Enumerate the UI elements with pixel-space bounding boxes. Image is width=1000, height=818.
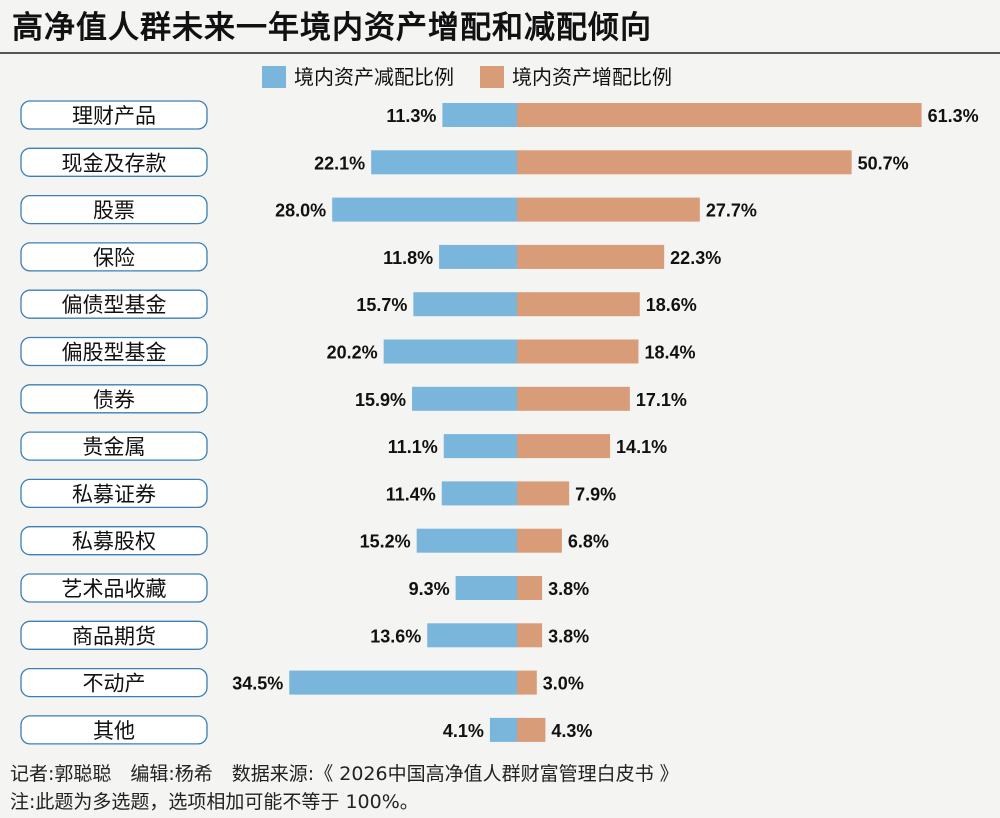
- category-label-box: [20, 194, 208, 225]
- category-label: 保险: [93, 246, 135, 270]
- category-label-box: [20, 289, 208, 319]
- bar-increase: [517, 150, 852, 175]
- category-label-box: [20, 667, 208, 698]
- bar-increase-label: 27.7%: [706, 201, 757, 221]
- bar-increase-label: 3.0%: [543, 674, 584, 694]
- bar-increase-label: 4.3%: [551, 721, 592, 741]
- bar-decrease-label: 13.6%: [370, 626, 421, 646]
- category-label: 不动产: [83, 672, 146, 696]
- bar-increase-label: 6.8%: [568, 532, 609, 552]
- bar-increase-label: 22.3%: [670, 248, 721, 268]
- bar-increase-label: 18.6%: [646, 295, 697, 315]
- chart-title: 高净值人群未来一年境内资产增配和减配倾向: [12, 10, 652, 46]
- category-label: 债券: [93, 388, 135, 412]
- bar-increase: [517, 528, 562, 553]
- category-label: 偏债型基金: [62, 293, 167, 317]
- bar-increase: [517, 576, 543, 600]
- legend-item-increase: 境内资产增配比例: [480, 64, 672, 90]
- bar-increase-label: 7.9%: [575, 484, 616, 504]
- bar-decrease-label: 34.5%: [232, 674, 283, 694]
- category-label: 其他: [93, 719, 135, 743]
- category-label-box: [20, 384, 208, 414]
- bar-increase-label: 3.8%: [548, 579, 589, 599]
- category-label-box: [20, 242, 208, 272]
- bar-decrease: [443, 434, 517, 459]
- bar-decrease-label: 11.4%: [386, 484, 436, 504]
- bar-decrease: [413, 292, 517, 317]
- bar-increase: [517, 339, 639, 364]
- category-label: 现金及存款: [62, 151, 167, 175]
- category-label-box: [20, 715, 208, 745]
- category-label: 商品期货: [72, 624, 156, 648]
- bar-decrease: [439, 244, 517, 269]
- bar-decrease: [442, 103, 517, 127]
- bar-increase-label: 14.1%: [616, 437, 667, 457]
- legend-item-decrease: 境内资产减配比例: [262, 64, 454, 90]
- category-label: 私募股权: [72, 530, 156, 554]
- bar-decrease-label: 11.1%: [388, 437, 438, 457]
- category-label-box: [20, 147, 208, 177]
- category-label: 理财产品: [72, 104, 156, 128]
- bar-increase: [517, 103, 922, 127]
- bar-increase: [517, 386, 630, 411]
- bar-decrease-label: 20.2%: [327, 343, 378, 363]
- bar-decrease-label: 4.1%: [443, 721, 484, 741]
- category-label-box: [20, 620, 208, 650]
- bar-increase-label: 61.3%: [928, 106, 979, 126]
- legend-swatch-increase: [480, 66, 504, 88]
- bar-decrease: [383, 339, 517, 364]
- bar-decrease: [371, 150, 517, 175]
- bar-decrease: [332, 197, 517, 222]
- bar-decrease-label: 11.8%: [383, 248, 433, 268]
- bar-increase-label: 50.7%: [858, 153, 909, 173]
- footer: 记者:郭聪聪 编辑:杨希 数据来源:《 2026中国高净值人群财富管理白皮书 》…: [10, 760, 679, 816]
- bar-decrease: [455, 576, 517, 600]
- bar-decrease: [289, 670, 517, 695]
- category-label-box: [20, 526, 208, 556]
- diverging-bar-chart: 理财产品 11.3% 61.3% 现金及存款 22.1% 50.7% 股票 28.0% 27.7…: [20, 100, 979, 745]
- category-label: 贵金属: [83, 435, 146, 459]
- bar-increase: [517, 244, 665, 269]
- bar-decrease-label: 11.3%: [386, 106, 436, 126]
- bar-increase-label: 17.1%: [636, 390, 687, 410]
- category-label: 偏股型基金: [62, 341, 167, 365]
- bar-decrease: [489, 717, 517, 742]
- category-label: 私募证券: [72, 482, 156, 506]
- bar-decrease: [412, 386, 517, 411]
- bar-decrease-label: 15.7%: [356, 295, 407, 315]
- category-label-box: [20, 478, 208, 509]
- legend-label-decrease: 境内资产减配比例: [294, 65, 454, 89]
- bar-increase: [517, 197, 700, 222]
- bar-decrease-label: 9.3%: [409, 579, 450, 599]
- bar-decrease-label: 15.9%: [355, 390, 406, 410]
- bar-increase-label: 3.8%: [548, 626, 589, 646]
- bar-decrease-label: 28.0%: [275, 201, 326, 221]
- bar-decrease: [427, 623, 517, 648]
- bar-decrease-label: 22.1%: [314, 153, 365, 173]
- category-label-box: [20, 431, 208, 461]
- legend: 境内资产减配比例 境内资产增配比例: [262, 64, 688, 90]
- bar-increase: [517, 292, 640, 317]
- bar-decrease: [441, 481, 517, 506]
- category-label: 艺术品收藏: [62, 577, 167, 601]
- footer-credits: 记者:郭聪聪 编辑:杨希 数据来源:《 2026中国高净值人群财富管理白皮书 》: [10, 763, 679, 785]
- bar-increase: [517, 670, 537, 695]
- bar-decrease: [416, 528, 517, 553]
- bar-increase: [517, 481, 570, 506]
- category-label-box: [20, 100, 208, 130]
- bar-increase: [517, 717, 546, 742]
- category-label-box: [20, 336, 208, 367]
- bar-increase: [517, 434, 611, 459]
- title-divider: [0, 52, 1000, 54]
- category-label-box: [20, 573, 208, 603]
- footer-note: 注:此题为多选题，选项相加可能不等于 100%。: [10, 791, 419, 813]
- bar-increase: [517, 623, 543, 648]
- bar-increase-label: 18.4%: [644, 343, 695, 363]
- legend-swatch-decrease: [262, 66, 286, 88]
- bar-decrease-label: 15.2%: [360, 532, 411, 552]
- category-label: 股票: [93, 199, 135, 223]
- legend-label-increase: 境内资产增配比例: [512, 65, 672, 89]
